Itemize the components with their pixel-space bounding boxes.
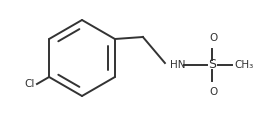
Text: HN: HN (170, 60, 185, 70)
Text: O: O (210, 33, 218, 43)
Text: CH₃: CH₃ (234, 60, 253, 70)
Text: S: S (208, 58, 216, 71)
Text: Cl: Cl (25, 79, 35, 89)
Text: O: O (210, 87, 218, 97)
